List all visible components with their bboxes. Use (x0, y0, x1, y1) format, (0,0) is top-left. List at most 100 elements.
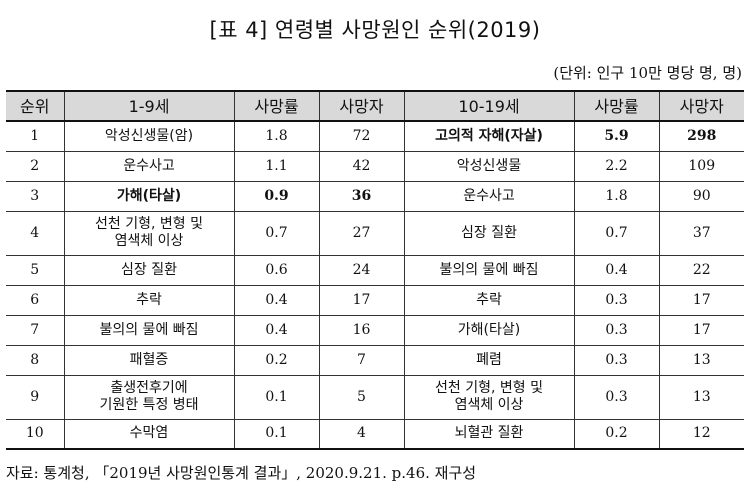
cell-text-line: 운수사고 (463, 187, 515, 204)
cell-text-line: 추락 (476, 291, 502, 308)
cell-text-line: 109 (688, 157, 716, 174)
cell-text-line: 9 (30, 388, 40, 405)
cell-text-line: 27 (352, 224, 371, 241)
table-title: [표 4] 연령별 사망원인 순위(2019) (209, 18, 541, 42)
source-note: 자료: 통계청, 「2019년 사망원인통계 결과」, 2020.9.21. p… (6, 464, 477, 482)
deaths-cell-10-19: 17 (658, 314, 744, 346)
cause-cell-1-9: 악성신생물(암) (63, 120, 235, 152)
deaths-cell-10-19: 109 (658, 150, 744, 182)
cell-text-line: 0.4 (265, 321, 288, 338)
deaths-cell-10-19: 90 (658, 180, 744, 212)
cell-text-line: 4 (357, 425, 366, 442)
cell-text-line: 기원한 특정 병태 (99, 397, 199, 413)
deaths-cell-1-9: 16 (318, 314, 405, 346)
cause-cell-10-19: 추락 (403, 284, 575, 316)
cell-text-line: 5 (30, 261, 40, 278)
deaths-cell-1-9: 72 (318, 120, 405, 152)
header-rate-1-9: 사망률 (233, 90, 320, 122)
table-row: 5 심장 질환 0.6 24 불의의 물에 빠짐 0.4 22 (6, 254, 744, 286)
rate-cell-1-9: 0.7 (233, 210, 320, 256)
cell-text-line: 4 (30, 224, 40, 241)
cell-text-line: 패혈증 (129, 351, 169, 368)
rate-cell-10-19: 0.2 (573, 418, 660, 450)
cell-text-line: 13 (692, 388, 711, 405)
cell-text-line: 0.6 (265, 261, 288, 278)
cell-text-line: 16 (352, 321, 371, 338)
cell-text-line: 출생전후기에 (110, 380, 188, 396)
cause-cell-10-19: 불의의 물에 빠짐 (403, 254, 575, 286)
cell-text-line: 뇌혈관 질환 (454, 425, 524, 442)
cell-text-line: 가해(타살) (116, 187, 182, 204)
rank-cell: 3 (6, 180, 65, 212)
rate-cell-1-9: 0.1 (233, 418, 320, 450)
cause-cell-1-9: 출생전후기에 기원한 특정 병태 (63, 374, 235, 420)
table-row: 4 선천 기형, 변형 및 염색체 이상 0.7 27 심장 질환 0.7 37 (6, 210, 744, 256)
cause-cell-1-9: 수막염 (63, 418, 235, 450)
table-row: 2 운수사고 1.1 42 악성신생물 2.2 109 (6, 150, 744, 182)
cell-text-line: 1.8 (265, 127, 288, 144)
rank-cell: 4 (6, 210, 65, 256)
rate-cell-10-19: 0.4 (573, 254, 660, 286)
cell-text-line: 0.9 (264, 187, 289, 204)
cell-text-line: 추락 (136, 291, 162, 308)
rate-cell-10-19: 0.3 (573, 374, 660, 420)
deaths-cell-1-9: 27 (318, 210, 405, 256)
table-row: 3 가해(타살) 0.9 36 운수사고 1.8 90 (6, 180, 744, 212)
cell-text-line: 운수사고 (123, 157, 175, 174)
cell-text-line: 염색체 이상 (454, 397, 524, 413)
cell-text-line: 0.3 (605, 291, 628, 308)
cause-cell-1-9: 심장 질환 (63, 254, 235, 286)
deaths-cell-1-9: 42 (318, 150, 405, 182)
cell-text-line: 0.4 (605, 261, 628, 278)
cell-text-line: 8 (30, 351, 40, 368)
cell-text-line: 3 (30, 187, 40, 204)
cause-cell-1-9: 운수사고 (63, 150, 235, 182)
cell-text-line: 폐렴 (476, 351, 502, 368)
rate-cell-1-9: 0.2 (233, 344, 320, 376)
cell-text-line: 심장 질환 (461, 224, 517, 241)
header-rate-10-19: 사망률 (573, 90, 660, 122)
cause-of-death-table: 순위 1-9세 사망률 사망자 10-19세 사망률 사망자 1 악성신생물(암)… (6, 90, 744, 450)
cause-cell-1-9: 추락 (63, 284, 235, 316)
cell-text-line: 24 (352, 261, 371, 278)
deaths-cell-10-19: 13 (658, 344, 744, 376)
rate-cell-10-19: 2.2 (573, 150, 660, 182)
cell-text-line: 불의의 물에 빠짐 (439, 261, 539, 278)
cause-cell-10-19: 악성신생물 (403, 150, 575, 182)
deaths-cell-1-9: 5 (318, 374, 405, 420)
table-row: 9 출생전후기에 기원한 특정 병태 0.1 5 선천 기형, 변형 및 염색체 이상 0.3… (6, 374, 744, 420)
deaths-cell-1-9: 24 (318, 254, 405, 286)
deaths-cell-10-19: 13 (658, 374, 744, 420)
cell-text-line: 0.3 (605, 351, 628, 368)
cell-text-line: 1.1 (265, 157, 288, 174)
cause-cell-1-9: 불의의 물에 빠짐 (63, 314, 235, 346)
cause-cell-10-19: 폐렴 (403, 344, 575, 376)
cell-text-line: 불의의 물에 빠짐 (99, 321, 199, 338)
unit-note: (단위: 인구 10만 명당 명, 명) (553, 64, 742, 82)
cell-text-line: 22 (692, 261, 711, 278)
header-row: 순위 1-9세 사망률 사망자 10-19세 사망률 사망자 (6, 90, 744, 122)
cell-text-line: 42 (352, 157, 371, 174)
deaths-cell-10-19: 37 (658, 210, 744, 256)
cell-text-line: 0.1 (265, 425, 288, 442)
cell-text-line: 0.3 (605, 388, 628, 405)
deaths-cell-1-9: 36 (318, 180, 405, 212)
cell-text-line: 37 (692, 224, 711, 241)
cell-text-line: 6 (30, 291, 40, 308)
header-deaths-10-19: 사망자 (658, 90, 744, 122)
cell-text-line: 0.7 (605, 224, 628, 241)
rank-cell: 8 (6, 344, 65, 376)
table-row: 8 패혈증 0.2 7 폐렴 0.3 13 (6, 344, 744, 376)
cell-text-line: 17 (692, 291, 711, 308)
cell-text-line: 악성신생물 (456, 157, 522, 174)
cause-cell-1-9: 선천 기형, 변형 및 염색체 이상 (63, 210, 235, 256)
cell-text-line: 염색체 이상 (114, 233, 184, 249)
cell-text-line: 0.1 (265, 388, 288, 405)
table-row: 6 추락 0.4 17 추락 0.3 17 (6, 284, 744, 316)
cause-cell-10-19: 가해(타살) (403, 314, 575, 346)
deaths-cell-1-9: 7 (318, 344, 405, 376)
cell-text-line: 7 (30, 321, 40, 338)
deaths-cell-1-9: 4 (318, 418, 405, 450)
cell-text-line: 수막염 (129, 425, 169, 442)
cell-text-line: 12 (692, 425, 711, 442)
